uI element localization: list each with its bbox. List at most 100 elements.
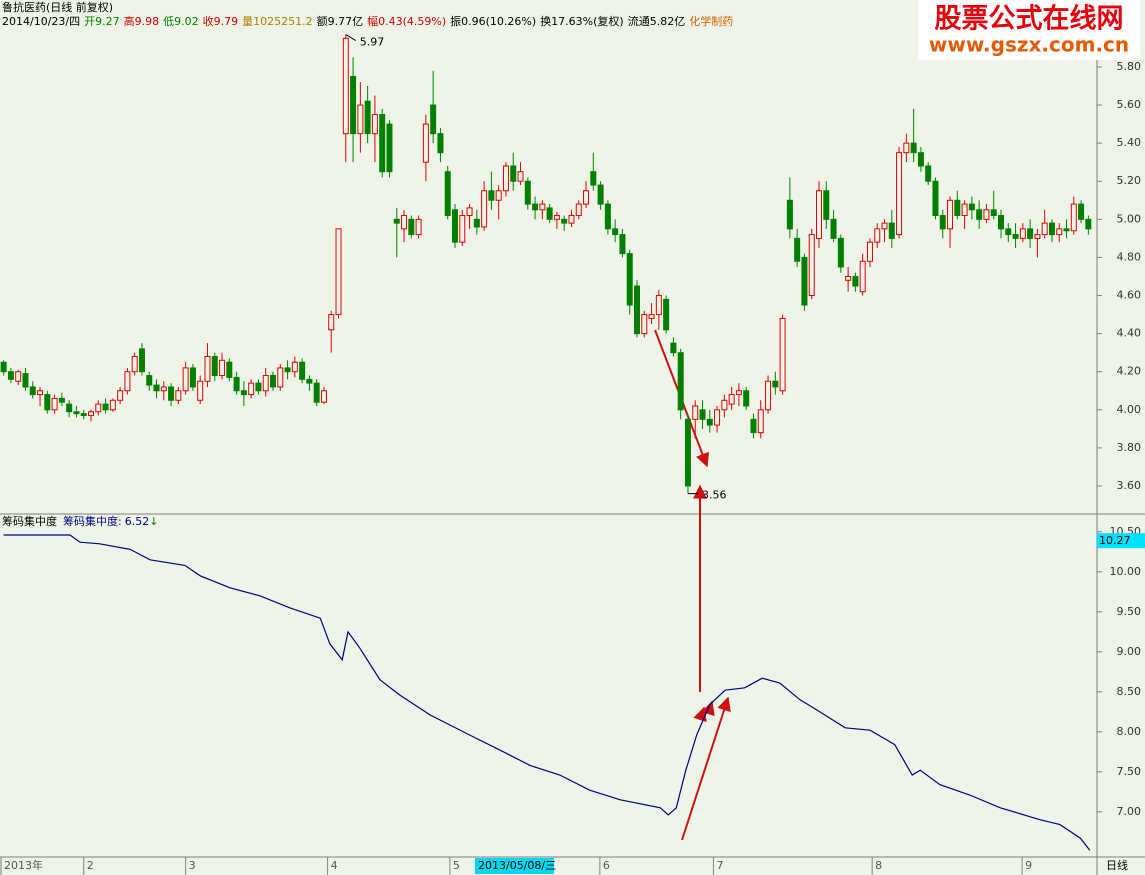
candle-body [466,207,473,217]
candle-body [998,215,1004,230]
candle-body [510,165,517,182]
candle-body [408,218,415,236]
candle-body [917,152,924,167]
candle-body [553,215,560,220]
candle-body [58,397,65,403]
candle-body [655,295,662,316]
candle-body [721,399,728,411]
x-tick-label: 7 [716,859,723,872]
candle-body [604,203,611,230]
quote-field: 收9.79 [203,14,239,28]
candle-body [1063,228,1070,232]
candle-body [197,380,204,401]
candle-body [670,342,677,354]
candle-body [590,171,597,186]
candle-body [874,228,881,243]
x-tick-label: 2 [87,859,94,872]
cursor-date-box [475,858,554,874]
extreme-marker [345,34,357,42]
quote-field: 低9.02 [163,15,199,28]
candle-body [1019,228,1026,239]
candle-body [364,100,371,135]
candle-body [291,361,298,373]
candle-body [976,209,983,220]
candle-body [932,180,939,217]
candle-body [910,142,917,154]
candle-body [983,209,990,220]
candle-body [772,380,779,388]
candle-body [160,386,167,392]
candle-body [15,371,22,382]
candle-body [903,142,910,154]
candle-body [961,203,968,217]
candle-body [270,375,276,388]
candle-body [117,390,124,401]
candle-body [859,260,866,293]
y-tick-label: 5.80 [1117,60,1142,73]
y-tick-label: 3.80 [1117,441,1142,454]
candle-body [663,298,670,331]
candle-body [306,378,313,384]
legend-name: 筹码集中度: [63,514,122,528]
x-tick-label: 9 [1025,859,1032,872]
x-tick-label: 2013年 [4,858,43,872]
candle-body [1070,203,1077,232]
candle-body [204,355,211,382]
candle-body [29,386,36,396]
candle-body [51,397,58,411]
candle-body [728,394,735,405]
candle-body [947,199,954,230]
candle-body [22,373,29,388]
candle-body [954,199,961,217]
y-tick-label: 4.60 [1117,289,1142,302]
candle-body [44,394,51,411]
candle-body [925,165,932,182]
candle-body [146,375,153,386]
y-tick-label: 5.00 [1117,212,1142,225]
candle-body [845,275,852,281]
candle-body [830,218,837,239]
candle-body [532,203,539,211]
y-tick-label: 4.40 [1117,327,1142,340]
candle-body [488,190,495,201]
candle-body [350,75,357,135]
candle-body [379,114,386,173]
candle-body [219,359,226,377]
candle-body [211,355,218,377]
candle-body [138,348,145,373]
y-tick-label: 7.50 [1117,765,1142,778]
candle-body [692,405,699,420]
candle-body [95,403,102,413]
candle-body [1034,234,1041,239]
candle-body [153,384,160,392]
candle-body [1056,228,1063,236]
candle-body [794,237,801,262]
y-tick-label: 4.20 [1117,365,1142,378]
candle-body [386,123,393,173]
candle-body [575,203,582,217]
candle-body [401,215,408,230]
candle-body [1027,228,1034,239]
candle-body [779,317,786,392]
candle-body [866,241,873,262]
y-tick-label: 5.60 [1117,98,1142,111]
y-tick-label: 10.00 [1110,565,1142,578]
trend-mark: ↓ [149,515,158,528]
candle-body [888,222,895,239]
candle-body [233,376,240,392]
candle-body [990,209,997,217]
x-tick-label: 6 [603,859,610,872]
candle-body [706,418,713,426]
x-tick-label: 5 [453,859,460,872]
watermark-box [918,0,1140,60]
watermark-title: 股票公式在线网 [935,4,1124,35]
candle-body [517,171,524,182]
watermark-url: www.gszx.com.cn [929,33,1129,57]
cursor-date: 2013/05/08/三 [478,859,556,872]
legend-value: 6.52 [125,515,150,528]
candle-body [583,190,590,205]
candle-body [852,275,859,287]
candle-body [757,409,764,434]
